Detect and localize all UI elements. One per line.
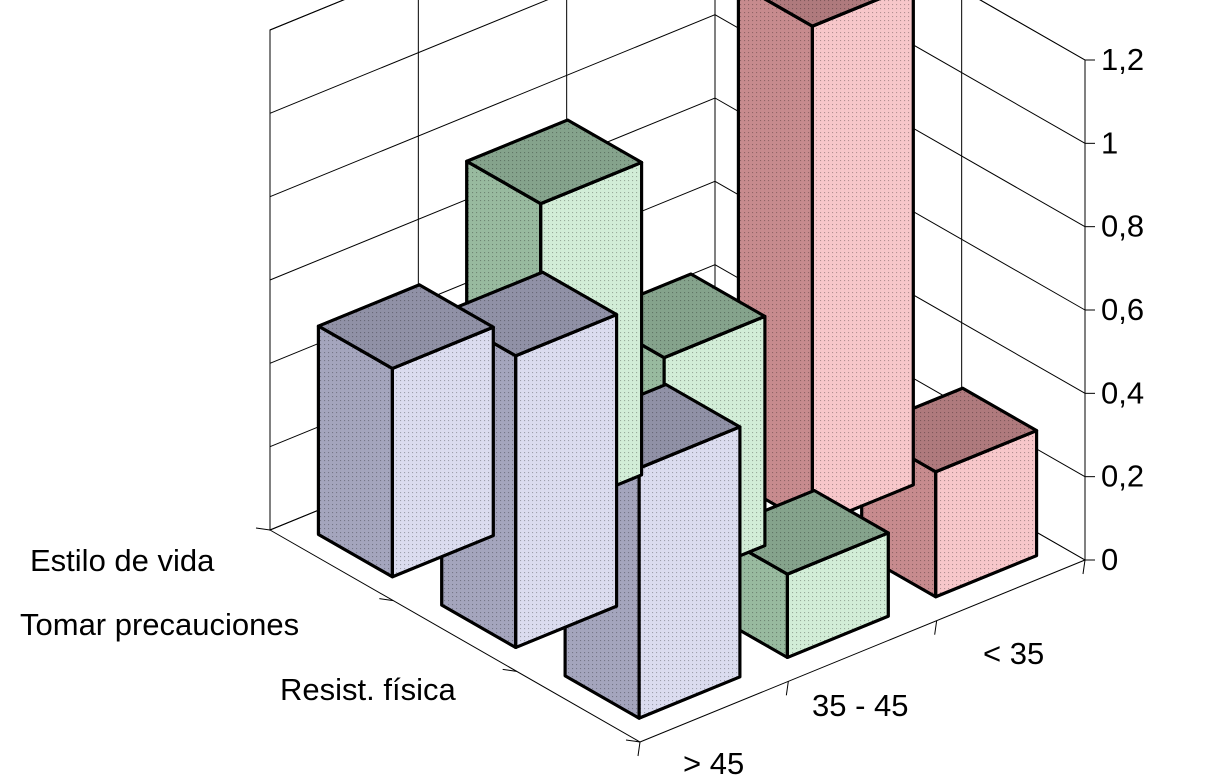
bar-texture bbox=[466, 120, 642, 204]
series-axis-label: 35 - 45 bbox=[812, 688, 909, 723]
series-axis-label: < 35 bbox=[983, 636, 1044, 671]
depth-axis-tick bbox=[255, 527, 271, 531]
series-axis-label: > 45 bbox=[683, 746, 744, 781]
z-tick-label: 0,8 bbox=[1101, 209, 1144, 244]
bar-texture bbox=[766, 0, 877, 27]
z-tick-label: 0 bbox=[1101, 542, 1118, 577]
chart-bars bbox=[316, 0, 1039, 720]
depth-axis-label: Estilo de vida bbox=[30, 543, 215, 578]
z-tick-label: 1,2 bbox=[1101, 42, 1144, 77]
bar-outline bbox=[316, 283, 495, 370]
depth-axis-label: Resist. física bbox=[280, 672, 456, 707]
bar-texture bbox=[318, 326, 393, 577]
z-tick-label: 0,2 bbox=[1101, 459, 1144, 494]
bar-outline bbox=[810, 0, 915, 528]
series-axis-tick bbox=[934, 620, 938, 635]
z-tick-label: 0,6 bbox=[1101, 292, 1144, 327]
depth-axis-label: Tomar precauciones bbox=[20, 607, 299, 642]
z-gridline bbox=[269, 0, 1086, 144]
bar-outline bbox=[465, 118, 644, 206]
series-axis-tick bbox=[637, 741, 641, 757]
bar bbox=[440, 270, 619, 649]
bar-texture bbox=[713, 490, 889, 575]
depth-axis-tick bbox=[625, 739, 641, 743]
z-tick-label: 0,4 bbox=[1101, 375, 1144, 410]
series-axis-tick bbox=[785, 681, 789, 696]
bar-texture bbox=[392, 327, 494, 577]
bar-texture bbox=[935, 430, 1037, 597]
depth-axis-tick bbox=[379, 598, 394, 602]
bar-texture bbox=[812, 0, 914, 527]
bar-texture bbox=[515, 314, 617, 648]
chart-labels: 0 0,2 0,4 0,6 0,8 1 1,2 < 35 35 - 45 > 45 Estilo d… bbox=[20, 42, 1144, 781]
bar-texture bbox=[639, 426, 740, 719]
bar bbox=[316, 283, 495, 579]
z-gridline bbox=[269, 14, 1086, 228]
depth-axis-tick bbox=[502, 668, 517, 672]
z-tick-label: 1 bbox=[1101, 125, 1118, 160]
series-axis-tick bbox=[1082, 559, 1086, 575]
bar-texture bbox=[318, 284, 494, 369]
